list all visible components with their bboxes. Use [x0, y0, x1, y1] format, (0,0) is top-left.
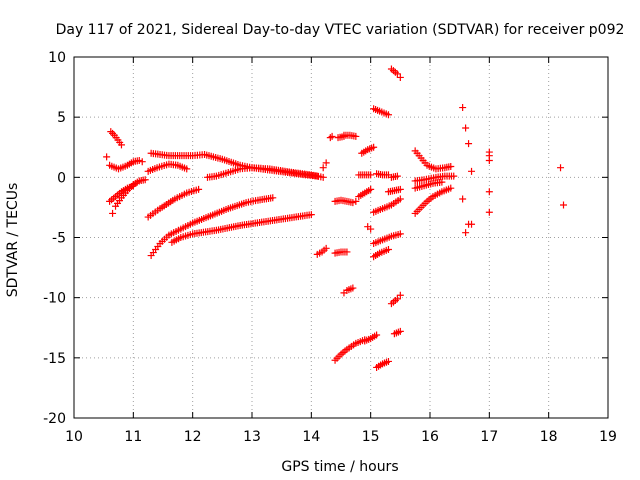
data-point: [396, 185, 404, 193]
data-points: [103, 65, 567, 371]
x-tick-label: 12: [184, 429, 202, 445]
y-tick-label: 5: [57, 110, 66, 126]
data-point: [465, 140, 473, 148]
x-tick-label: 10: [65, 429, 83, 445]
data-point: [195, 185, 203, 193]
data-point: [135, 156, 143, 164]
data-point: [485, 208, 493, 216]
axis-ticks: 10 11 12 13 14 15 16 17 18 19 -20 -15 -10 -5 0 5 10: [43, 50, 617, 445]
data-point: [138, 158, 146, 166]
data-point: [459, 195, 467, 203]
data-point: [367, 185, 375, 193]
data-point: [326, 134, 334, 142]
x-tick-label: 13: [243, 429, 261, 445]
y-axis-label: SDTVAR / TECUs: [5, 183, 21, 298]
data-point: [349, 199, 357, 207]
x-tick-label: 11: [124, 429, 142, 445]
data-point: [384, 357, 392, 365]
data-point: [557, 164, 565, 172]
data-point: [450, 172, 458, 180]
data-point: [396, 327, 404, 335]
data-point: [367, 171, 375, 179]
data-point: [485, 156, 493, 164]
data-point: [367, 225, 375, 233]
x-tick-label: 14: [302, 429, 320, 445]
grid-lines: [74, 57, 608, 418]
data-point: [117, 141, 125, 149]
data-point: [393, 295, 401, 303]
y-tick-label: 10: [48, 50, 66, 66]
x-tick-label: 16: [421, 429, 439, 445]
data-point: [349, 284, 357, 292]
x-tick-label: 17: [480, 429, 498, 445]
y-tick-label: -10: [43, 291, 66, 307]
data-point: [459, 104, 467, 112]
data-point: [269, 194, 277, 202]
data-point: [307, 211, 315, 219]
x-tick-label: 15: [362, 429, 380, 445]
x-axis-label: GPS time / hours: [281, 459, 398, 475]
data-point: [396, 195, 404, 203]
data-point: [393, 70, 401, 78]
y-tick-label: 0: [57, 170, 66, 186]
data-point: [462, 124, 470, 132]
data-point: [322, 159, 330, 167]
data-point: [468, 220, 476, 228]
data-point: [352, 197, 360, 205]
data-point: [183, 165, 191, 173]
data-point: [352, 132, 360, 140]
y-tick-label: -5: [52, 231, 66, 247]
data-point: [328, 132, 336, 140]
x-tick-label: 19: [599, 429, 617, 445]
y-tick-label: -15: [43, 351, 66, 367]
data-point: [396, 230, 404, 238]
data-point: [373, 331, 381, 339]
data-point: [129, 182, 137, 190]
data-point: [370, 143, 378, 151]
data-point: [109, 209, 117, 217]
data-point: [485, 188, 493, 196]
data-point: [343, 248, 351, 256]
data-point: [462, 229, 470, 237]
data-point: [322, 244, 330, 252]
data-point: [103, 153, 111, 161]
data-point: [109, 129, 117, 137]
data-point: [107, 128, 115, 136]
data-point: [396, 73, 404, 81]
chart-title: Day 117 of 2021, Sidereal Day-to-day VTE…: [56, 22, 625, 38]
data-point: [447, 184, 455, 192]
x-tick-label: 18: [540, 429, 558, 445]
data-point: [560, 201, 567, 209]
data-point: [393, 172, 401, 180]
data-point: [438, 178, 446, 186]
data-point: [319, 173, 327, 181]
data-point: [319, 164, 327, 172]
data-point: [468, 167, 476, 175]
data-point: [141, 176, 149, 184]
data-point: [447, 163, 455, 171]
data-point: [384, 246, 392, 254]
data-point: [384, 111, 392, 119]
data-point: [396, 291, 404, 299]
y-tick-label: -20: [43, 411, 66, 427]
